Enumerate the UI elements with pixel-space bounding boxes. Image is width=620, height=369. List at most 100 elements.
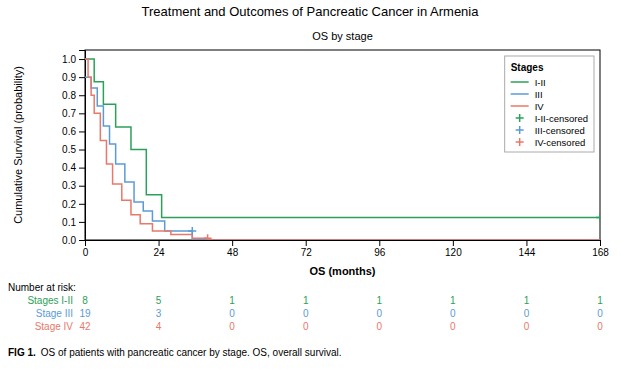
caption: FIG 1.OS of patients with pancreatic can… [8,347,342,358]
risk-value: 0 [377,308,383,319]
x-axis-line [86,241,601,247]
legend-label: I-II-censored [535,113,588,124]
y-tick-label: 0.7 [62,108,76,119]
risk-row-label: Stage III [36,308,73,319]
x-tick-mark [379,240,380,246]
y-tick-label: 0.9 [62,72,76,83]
risk-row-label: Stages I-II [27,295,73,306]
x-tick: 168 [592,240,609,258]
x-tick-label: 48 [227,247,239,258]
risk-value: 1 [377,295,383,306]
legend-swatch [511,105,529,107]
y-tick: 0.2 [62,199,85,210]
y-tick: 0.0 [62,235,85,246]
risk-value: 0 [524,308,530,319]
censor-mark [204,234,212,240]
risk-value: 3 [156,308,162,319]
risk-value: 0 [597,308,603,319]
legend-item: III-censored [516,125,585,136]
legend-swatch [511,81,529,83]
chart: Treatment and Outcomes of Pancreatic Can… [0,0,620,369]
x-tick: 24 [154,240,166,258]
x-tick: 72 [301,240,313,258]
y-tick-label: 0.6 [62,126,76,137]
y-tick: 0.8 [62,90,85,101]
x-tick-label: 0 [83,247,89,258]
risk-value: 1 [524,295,530,306]
x-tick: 48 [227,240,239,258]
legend: StagesI-IIIIIIVI-II-censoredIII-censored… [505,56,594,152]
x-tick-label: 96 [374,247,386,258]
x-tick-mark [526,240,527,246]
y-tick: 0.5 [62,144,85,155]
plot-frame [85,50,600,240]
legend-swatch [511,93,529,95]
y-tick-mark [79,186,85,187]
y-tick: 0.6 [62,126,85,137]
x-tick-label: 144 [519,247,536,258]
y-tick: 0.4 [62,162,85,173]
y-tick-label: 1.0 [62,54,76,65]
legend-item: I-II [511,77,546,88]
risk-value: 0 [229,321,235,332]
risk-value: 42 [79,321,91,332]
legend-label: IV-censored [535,137,586,148]
legend-label: IV [535,101,545,112]
y-tick: 0.1 [62,217,85,228]
risk-value: 1 [303,295,309,306]
legend-box [505,56,594,152]
censor-mark [188,227,196,235]
legend-swatch [516,138,524,146]
y-tick-label: 0.2 [62,199,76,210]
x-tick: 144 [519,240,536,258]
risk-value: 19 [79,308,91,319]
y-tick: 0.3 [62,180,85,191]
legend-swatch [516,126,524,134]
legend-item: I-II-censored [516,113,588,124]
y-axis: 0.0 0.1 0.2 0.3 0.4 0.5 0.6 0.7 0.8 0.9 1.0 [62,51,85,246]
x-tick: 120 [445,240,462,258]
y-tick-mark [79,131,85,132]
y-tick-mark [79,59,85,60]
x-tick-label: 72 [301,247,313,258]
y-tick-mark [79,222,85,223]
y-tick-label: 0.3 [62,180,76,191]
x-tick-label: 24 [154,247,166,258]
x-tick-label: 168 [592,247,609,258]
y-tick-mark [79,240,85,241]
risk-value: 8 [82,295,88,306]
y-tick-mark [79,113,85,114]
x-tick: 0 [83,240,89,258]
y-tick: 1.0 [62,54,85,65]
risk-value: 0 [377,321,383,332]
risk-value: 0 [303,321,309,332]
risk-value: 0 [303,308,309,319]
caption-part: FIG 1. [8,347,36,358]
risk-table-title: Number at risk: [8,282,76,293]
risk-value: 1 [450,295,456,306]
legend-swatch [516,114,524,122]
legend-label: III [535,89,543,100]
risk-value: 5 [156,295,162,306]
x-tick-mark [306,240,307,246]
legend-item: IV [511,101,545,112]
risk-value: 0 [597,321,603,332]
y-tick-mark [79,77,85,78]
legend-label: III-censored [535,125,585,136]
x-axis-title: OS (months) [310,265,376,277]
risk-value: 0 [229,308,235,319]
y-axis-title: Cumulative Survival (probability) [12,66,24,224]
y-tick: 0.9 [62,72,85,83]
risk-value: 1 [229,295,235,306]
y-tick-label: 0.1 [62,217,76,228]
legend-item: III [511,89,543,100]
x-tick-label: 120 [445,247,462,258]
y-tick-mark [79,168,85,169]
legend-label: I-II [535,77,546,88]
risk-value: 0 [450,321,456,332]
risk-value: 4 [156,321,162,332]
risk-row-label: Stage IV [35,321,74,332]
y-tick-label: 0.5 [62,144,76,155]
y-tick-mark [79,204,85,205]
x-tick-mark [453,240,454,246]
